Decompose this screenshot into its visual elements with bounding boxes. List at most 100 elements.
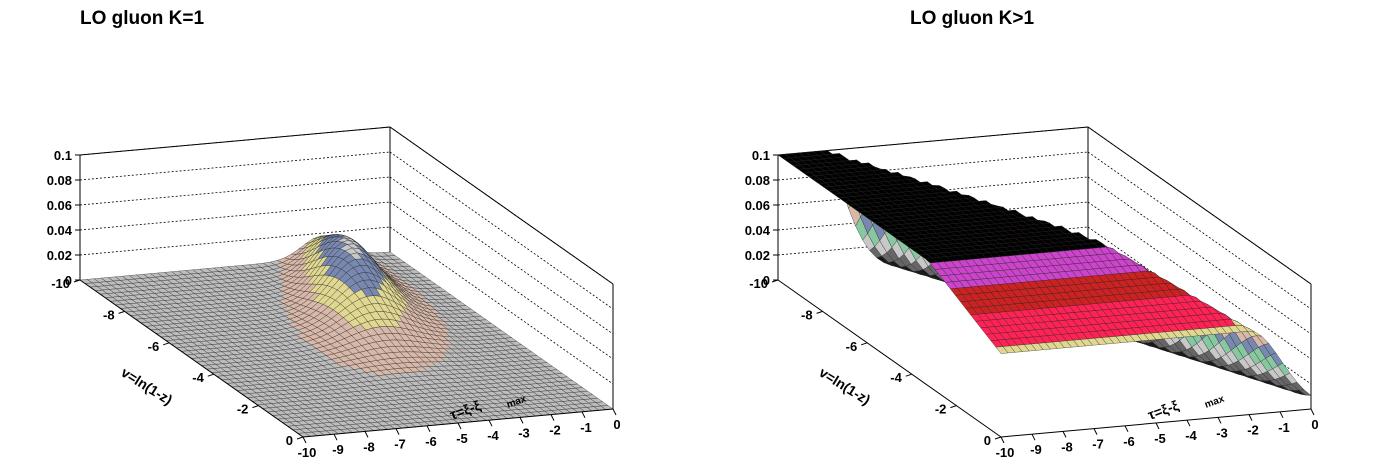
k1-v-tick-label: -10	[51, 276, 70, 291]
k1-title: LO gluon K=1	[80, 8, 204, 29]
k1-tau-tick-label: 0	[613, 417, 620, 432]
kgt1-tau-tick	[1124, 425, 1129, 433]
kgt1-z-tick-label: 0.04	[745, 223, 771, 238]
kgt1-v-tick	[905, 373, 912, 377]
k1-tau-tick	[302, 436, 307, 444]
k1-tau-tick	[488, 419, 493, 427]
k1-grid-line	[389, 226, 614, 385]
kgt1-tau-tick	[1217, 417, 1222, 424]
k1-tau-tick-label: -8	[363, 439, 375, 454]
k1-v-tick	[73, 279, 81, 283]
k1-grid-line	[389, 126, 614, 285]
kgt1-z-tick-label: 0.1	[752, 148, 770, 163]
k1-z-tick-label: 0	[65, 273, 72, 288]
k1-grid-line	[79, 151, 391, 181]
kgt1-tau-tick	[1062, 431, 1067, 438]
kgt1-tau-tick	[1279, 411, 1284, 419]
kgt1-v-tick	[950, 405, 957, 409]
k1-tau-tick	[395, 428, 400, 435]
k1-v-tick	[252, 405, 259, 409]
k1-z-tick-label: 0.1	[54, 148, 72, 163]
kgt1-tau-tick-label: -6	[1123, 434, 1135, 449]
kgt1-tau-tick-label: -2	[1247, 423, 1259, 438]
kgt1-tau-tick-label: -3	[1216, 425, 1228, 440]
k1-tau-tick-label: -2	[549, 423, 561, 438]
k1-grid-line	[389, 201, 614, 360]
kgt1-v-tick-label: -8	[801, 307, 813, 322]
k1-axis-v	[79, 279, 304, 438]
k1-z-tick-label: 0.02	[47, 248, 72, 263]
k1-v-tick	[163, 342, 170, 346]
kgt1-grid-line	[1087, 201, 1312, 360]
k1-tau-tick-label: -4	[487, 428, 499, 443]
kgt1-tau-tick	[1155, 422, 1160, 430]
k1-box-edge	[79, 126, 391, 156]
k1-grid-line	[389, 176, 614, 335]
chart-kgt1: LO gluon K>1 0 0.02 0.04 0.06 0.08 0.1 0 -2 -4 -6 -…	[745, 8, 1319, 460]
k1-grid-line	[79, 176, 391, 206]
kgt1-tau-tick-label: -10	[996, 445, 1015, 460]
kgt1-tau-tick-label: -4	[1185, 428, 1197, 443]
k1-tau-tick-label: -3	[518, 425, 530, 440]
kgt1-surface	[777, 150, 1312, 396]
k1-tau-tick	[457, 422, 462, 430]
k1-tau-tick	[550, 414, 555, 421]
k1-ylabel: v=ln(1-z)	[118, 364, 175, 408]
kgt1-v-tick	[816, 310, 823, 314]
k1-v-tick-label: 0	[286, 433, 293, 448]
k1-v-tick	[118, 310, 125, 314]
kgt1-tau-tick	[1310, 408, 1315, 416]
k1-tau-tick	[364, 431, 369, 438]
k1-v-tick	[296, 436, 304, 440]
k1-z-tick-label: 0.08	[47, 173, 72, 188]
kgt1-title: LO gluon K>1	[910, 8, 1034, 29]
kgt1-v-tick-label: 0	[984, 433, 991, 448]
kgt1-tau-tick	[1000, 436, 1005, 444]
k1-v-tick-label: -6	[148, 339, 160, 354]
k1-v-tick-label: -8	[103, 307, 115, 322]
k1-tau-tick	[519, 417, 524, 424]
kgt1-xlabel: τ=ξ-ξ	[1146, 397, 1182, 423]
kgt1-z-tick-label: 0.08	[745, 173, 770, 188]
kgt1-ylabel: v=ln(1-z)	[816, 364, 873, 408]
kgt1-v-tick-label: -10	[749, 276, 768, 291]
k1-z-tick-label: 0.04	[47, 223, 73, 238]
k1-tau-tick-label: -6	[425, 434, 437, 449]
kgt1-xlabel-sub: max	[1203, 393, 1226, 410]
k1-tau-tick-label: -5	[456, 431, 468, 446]
kgt1-grid-line	[1087, 151, 1312, 310]
chart-k1: LO gluon K=1 0 0.02 0.04 0.06 0.08 0.1 0 -2 -4 -6 -…	[47, 8, 621, 460]
kgt1-box-edge	[777, 126, 1089, 156]
kgt1-tau-tick-label: -7	[1092, 437, 1104, 452]
kgt1-tau-tick	[1093, 428, 1098, 435]
kgt1-tau-tick-label: -1	[1278, 420, 1290, 435]
k1-tau-tick-label: -10	[298, 445, 317, 460]
kgt1-tau-tick	[1248, 414, 1253, 421]
kgt1-tau-tick	[1186, 419, 1191, 427]
kgt1-tau-tick	[1031, 433, 1036, 441]
kgt1-tau-tick-label: -9	[1030, 442, 1042, 457]
k1-z-tick-label: 0.06	[47, 198, 72, 213]
kgt1-grid-line	[1087, 176, 1312, 335]
kgt1-z-tick-label: 0.06	[745, 198, 770, 213]
k1-v-tick	[207, 373, 214, 377]
kgt1-tau-tick-label: 0	[1311, 417, 1318, 432]
kgt1-tau-tick-label: -5	[1154, 431, 1166, 446]
k1-tau-tick-label: -1	[580, 420, 592, 435]
k1-tau-tick	[426, 425, 431, 433]
kgt1-v-tick-label: -2	[935, 402, 947, 417]
k1-v-tick-label: -2	[237, 402, 249, 417]
k1-grid-line	[79, 201, 391, 231]
k1-grid-line	[389, 151, 614, 310]
kgt1-v-tick-label: -6	[846, 339, 858, 354]
k1-tau-tick	[333, 433, 338, 441]
k1-v-tick-label: -4	[192, 370, 204, 385]
kgt1-z-tick-label: 0.02	[745, 248, 770, 263]
kgt1-tau-tick-label: -8	[1061, 439, 1073, 454]
kgt1-v-tick	[994, 436, 1002, 440]
k1-surface	[79, 234, 614, 438]
kgt1-v-tick-label: -4	[890, 370, 902, 385]
kgt1-grid-line	[1087, 126, 1312, 285]
kgt1-v-tick	[861, 342, 868, 346]
k1-tau-tick	[612, 408, 617, 416]
